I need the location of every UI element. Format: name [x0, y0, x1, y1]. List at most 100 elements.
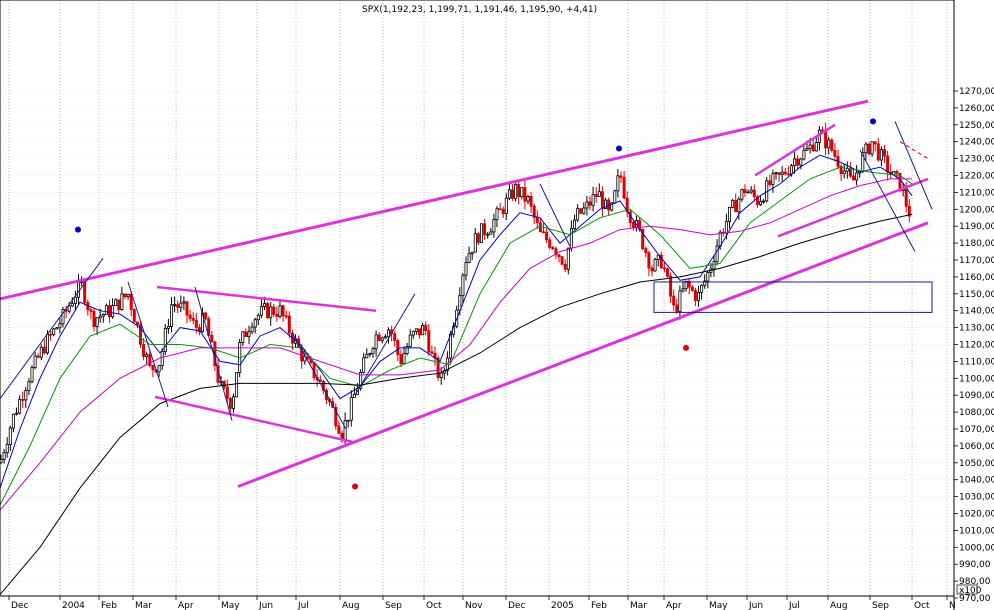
- candle: [374, 330, 378, 357]
- candle: [768, 174, 772, 187]
- candle: [551, 246, 555, 250]
- y-tick-label: 1100,00: [959, 374, 994, 384]
- candle: [830, 138, 834, 153]
- candle: [417, 328, 421, 339]
- candle: [2, 448, 6, 464]
- x-tick-label: Mar: [630, 601, 647, 610]
- y-tick-label: 1000,00: [959, 543, 994, 553]
- candle: [36, 353, 40, 359]
- candle: [752, 184, 756, 202]
- candle: [879, 146, 883, 167]
- candle: [111, 298, 115, 319]
- candle: [858, 171, 862, 178]
- candle: [783, 167, 787, 176]
- candle: [486, 232, 490, 239]
- scale-marker: x100: [959, 586, 982, 596]
- candle: [861, 147, 865, 174]
- candle: [231, 393, 235, 413]
- candle: [907, 199, 911, 223]
- candle: [479, 223, 483, 243]
- candle: [42, 339, 46, 355]
- candle: [845, 161, 849, 179]
- x-tick-label: Apr: [178, 601, 194, 610]
- candle: [169, 297, 173, 333]
- candle: [672, 289, 676, 311]
- y-tick-label: 1120,00: [959, 341, 994, 351]
- candle: [492, 213, 496, 238]
- candle: [582, 202, 586, 215]
- candle: [591, 186, 595, 212]
- candle: [39, 344, 43, 361]
- candle: [337, 420, 341, 435]
- candle: [129, 291, 133, 317]
- candle: [616, 169, 620, 198]
- candle: [464, 256, 468, 281]
- candle: [210, 331, 214, 343]
- candle: [185, 301, 189, 324]
- price-bars: [0, 122, 911, 464]
- candle: [749, 185, 753, 195]
- candle: [504, 193, 508, 221]
- moving-average-line: [0, 154, 913, 489]
- x-tick-label: Jun: [258, 601, 273, 610]
- x-tick-label: Sep: [872, 601, 889, 610]
- candle: [780, 166, 784, 183]
- candle: [11, 413, 15, 433]
- signal-dot: [75, 226, 81, 233]
- candle: [104, 303, 108, 315]
- x-tick-label: Feb: [591, 601, 607, 610]
- candle: [557, 253, 561, 263]
- x-tick-label: Mar: [135, 601, 152, 610]
- moving-average-line: [0, 213, 913, 595]
- x-tick-label: Feb: [101, 601, 117, 610]
- chart-title: SPX(1,192,23, 1,199,71, 1,191,46, 1,195,…: [362, 5, 597, 15]
- candle: [613, 189, 617, 204]
- candle: [157, 365, 161, 377]
- candle: [762, 199, 766, 204]
- x-tick-label: N: [949, 601, 956, 610]
- candle: [554, 246, 558, 259]
- y-tick-label: 990,00: [959, 560, 991, 570]
- candle: [73, 290, 77, 311]
- candle: [380, 336, 384, 344]
- candle: [746, 189, 750, 194]
- trendline: [291, 332, 347, 430]
- candle: [607, 197, 611, 216]
- candle: [675, 298, 679, 314]
- candle: [275, 306, 279, 322]
- candle: [225, 379, 229, 404]
- candle: [365, 348, 369, 359]
- y-tick-label: 1170,00: [959, 256, 994, 266]
- trendline: [859, 149, 916, 252]
- candle: [585, 195, 589, 216]
- y-tick-label: 1220,00: [959, 172, 994, 182]
- trendline: [0, 99, 869, 301]
- candle: [346, 419, 350, 428]
- y-tick-label: 1040,00: [959, 476, 994, 486]
- candle: [489, 227, 493, 235]
- x-tick-label: May: [221, 601, 240, 610]
- x-tick-label: Jul: [788, 601, 800, 610]
- candle: [836, 149, 840, 170]
- support-box: [653, 281, 933, 313]
- candle: [272, 303, 276, 318]
- candle: [138, 320, 142, 348]
- candle: [259, 298, 263, 319]
- x-tick-label: Dec: [508, 601, 525, 610]
- trendline: [899, 141, 929, 160]
- candle: [142, 337, 146, 361]
- candle: [886, 150, 890, 181]
- trendline: [127, 281, 169, 408]
- candle: [334, 403, 338, 430]
- trendline: [777, 177, 929, 238]
- candle: [55, 326, 59, 330]
- trendline: [194, 286, 233, 421]
- candle: [89, 307, 93, 320]
- candle: [495, 206, 499, 228]
- candle: [721, 228, 725, 237]
- candle: [594, 187, 598, 203]
- candle: [408, 329, 412, 349]
- y-tick-label: 1210,00: [959, 188, 994, 198]
- candle: [824, 122, 828, 156]
- candle: [517, 181, 521, 205]
